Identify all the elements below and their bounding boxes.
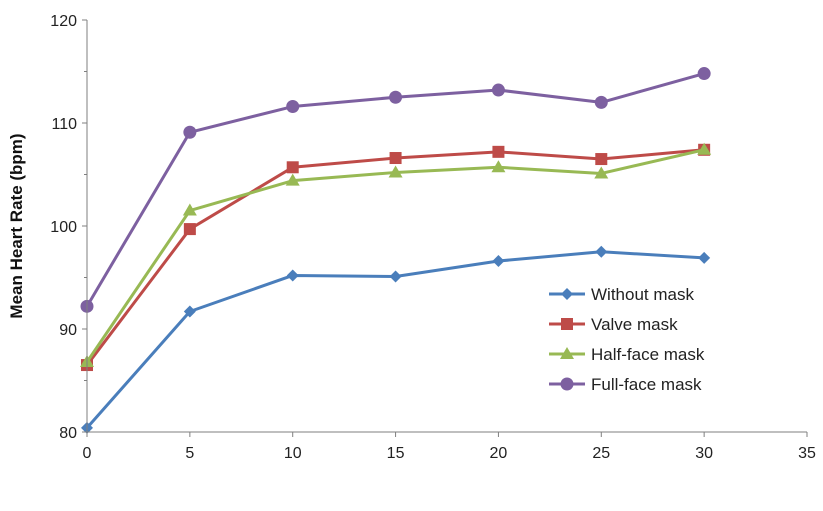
legend-item-full-face-mask: Full-face mask [549,375,702,394]
x-tick-label: 15 [387,445,405,462]
data-point-without-mask [183,305,196,318]
x-tick-label: 20 [490,445,508,462]
x-tick-label: 30 [695,445,713,462]
data-point-valve-mask [183,223,196,236]
data-point-without-mask [492,255,505,268]
y-axis-title: Mean Heart Rate (bpm) [7,133,26,318]
y-tick-label: 90 [59,322,77,339]
series-without-mask [81,245,711,434]
x-tick-label: 35 [798,445,816,462]
axes: 80 90 100 110 120 0 5 10 15 20 25 30 35 [50,13,816,462]
data-point-half-face-mask [491,160,506,173]
data-point-without-mask [698,251,711,264]
legend-swatch-marker [561,288,573,300]
data-point-half-face-mask [697,142,712,155]
y-tick-label: 80 [59,425,77,442]
legend-label: Full-face mask [591,375,702,394]
legend-swatch-marker [560,377,574,391]
data-point-valve-mask [595,153,608,166]
data-point-valve-mask [286,161,299,174]
data-point-half-face-mask [182,203,197,216]
legend-item-without-mask: Without mask [549,285,694,304]
x-tick-label: 0 [83,445,92,462]
y-tick-label: 100 [50,219,77,236]
legend-item-half-face-mask: Half-face mask [549,345,705,364]
data-point-half-face-mask [285,173,300,186]
data-point-without-mask [595,245,608,258]
y-tick-label: 110 [51,116,77,133]
legend-label: Valve mask [591,315,678,334]
series-full-face-mask [80,67,711,313]
data-point-full-face-mask [286,100,300,114]
data-point-full-face-mask [389,90,403,104]
x-tick-label: 10 [284,445,302,462]
data-point-full-face-mask [697,67,711,81]
data-point-without-mask [389,270,402,283]
legend-label: Without mask [591,285,694,304]
x-tick-label: 25 [592,445,610,462]
data-point-valve-mask [492,145,505,158]
y-tick-label: 120 [50,13,77,30]
data-point-full-face-mask [183,125,197,139]
data-point-valve-mask [389,152,402,165]
legend-label: Half-face mask [591,345,705,364]
data-point-full-face-mask [594,95,608,109]
data-point-without-mask [286,269,299,282]
legend-swatch-marker [561,318,573,330]
series-valve-mask [81,143,711,372]
legend-swatch-marker [560,347,574,359]
legend-item-valve-mask: Valve mask [549,315,678,334]
legend: Without mask Valve mask Half-face mask Full… [549,285,705,394]
data-point-half-face-mask [388,165,403,178]
series-half-face-mask [80,142,712,367]
data-point-half-face-mask [594,166,609,179]
data-point-full-face-mask [491,83,505,97]
x-tick-label: 5 [185,445,194,462]
plot-area [80,67,712,434]
